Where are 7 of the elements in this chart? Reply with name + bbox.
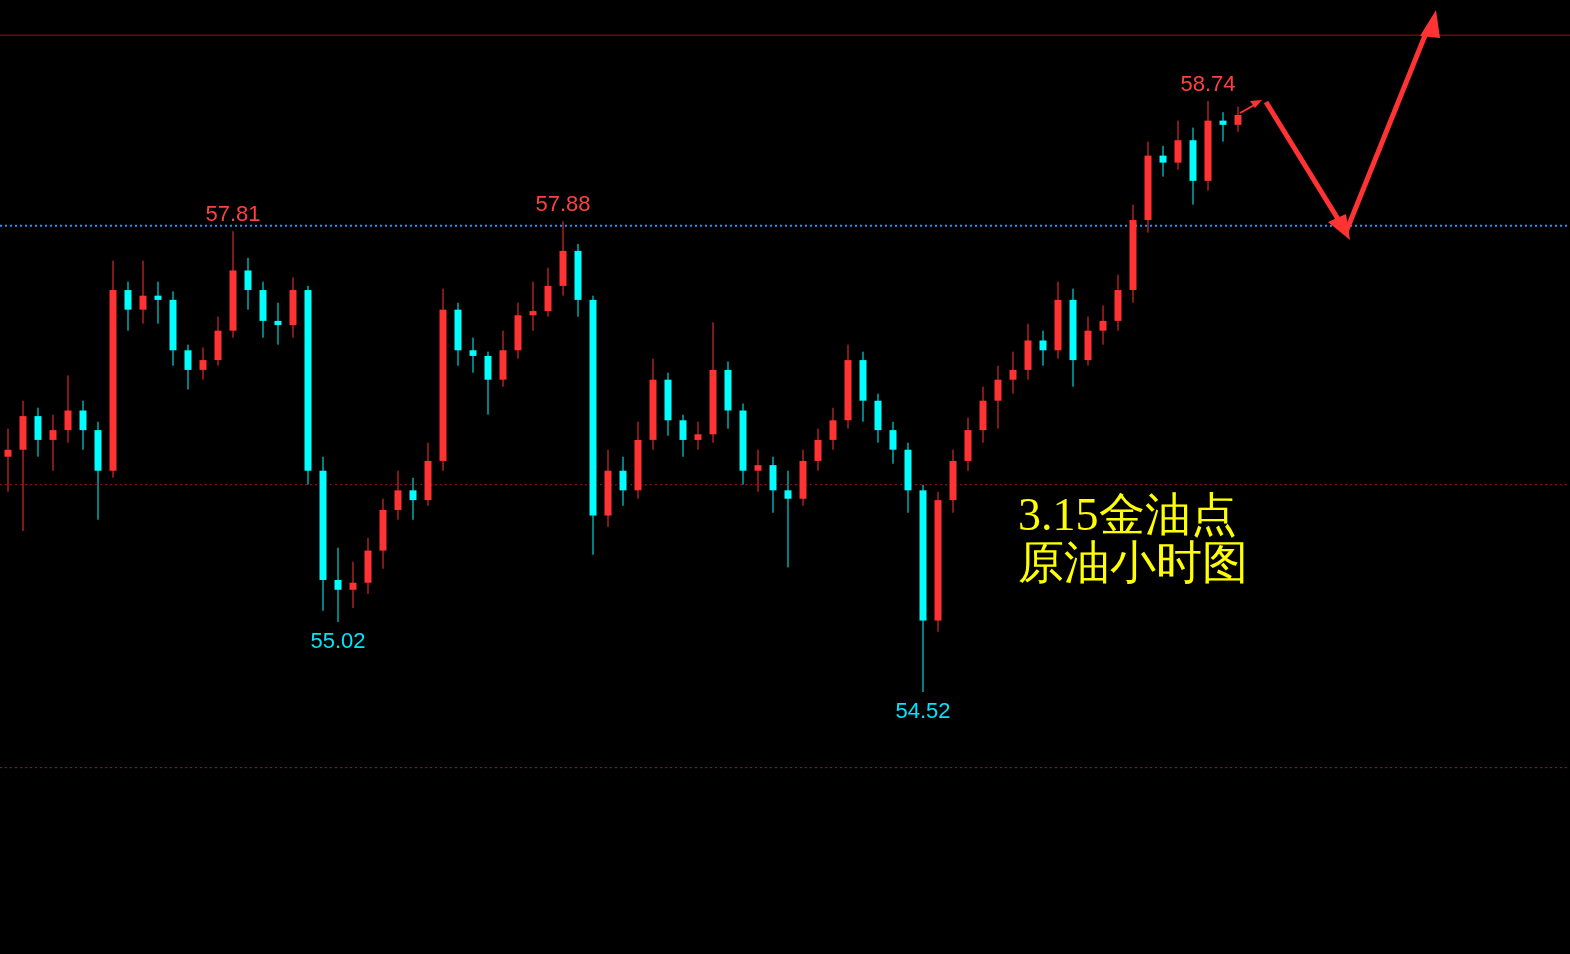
annotation: 58.74 [1180,71,1236,96]
text: 3.15金油点 [1018,489,1237,540]
text: 原油小时图 [1018,537,1248,588]
annotation: 57.81 [205,201,261,227]
annotation: 54.52 [895,698,951,723]
annotation: 57.88 [535,191,591,217]
annotation: 55.02 [310,627,366,653]
